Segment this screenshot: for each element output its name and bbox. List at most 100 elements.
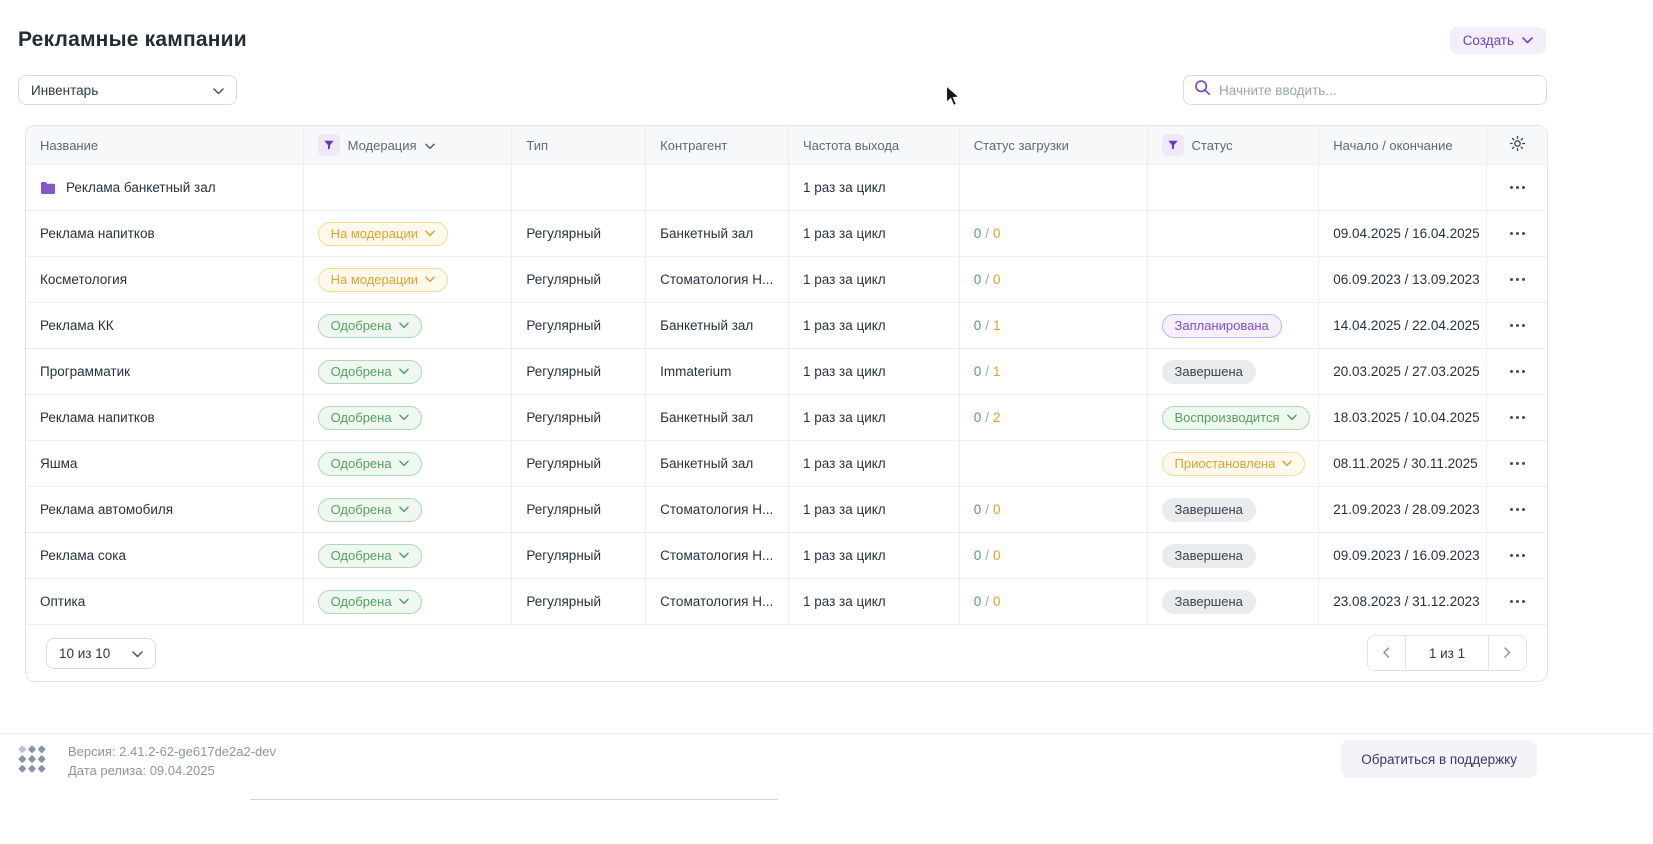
load-status-cell: 0/0	[960, 487, 1148, 532]
load-total: 0	[993, 502, 1001, 517]
status-badge[interactable]: Воспроизводится	[1161, 405, 1310, 430]
status-badge: Запланирована	[1161, 313, 1282, 338]
type-cell: Регулярный	[512, 395, 647, 440]
campaign-name-cell: Реклама банкетный зал	[26, 165, 304, 210]
table-row[interactable]: Реклама сока Одобрена Регулярный Стоматолог…	[26, 532, 1547, 578]
status-cell: Завершена	[1148, 487, 1320, 532]
row-actions-kebab-icon[interactable]	[1506, 410, 1529, 425]
campaign-name: Программатик	[40, 364, 131, 379]
table-row[interactable]: Яшма Одобрена Регулярный Банкетный зал 1 раз…	[26, 440, 1547, 486]
load-status-cell	[960, 441, 1148, 486]
column-header-frequency[interactable]: Частота выхода	[789, 126, 960, 164]
support-button[interactable]: Обратиться в поддержку	[1341, 740, 1537, 778]
chevron-down-icon	[398, 460, 409, 467]
column-header-type[interactable]: Тип	[512, 126, 647, 164]
column-header-status[interactable]: Статус	[1148, 126, 1320, 164]
table-row[interactable]: Оптика Одобрена Регулярный Стоматология Н..…	[26, 578, 1547, 624]
sort-chevron-icon[interactable]	[424, 138, 435, 153]
table-row[interactable]: Реклама автомобиля Одобрена Регулярный Стом…	[26, 486, 1547, 532]
load-done: 0	[973, 594, 982, 609]
table-row[interactable]: Косметология На модерации Регулярный Стомат…	[26, 256, 1547, 302]
load-done: 0	[973, 226, 982, 241]
actions-cell	[1487, 395, 1547, 440]
row-actions-kebab-icon[interactable]	[1506, 226, 1529, 241]
chevron-down-icon	[425, 276, 435, 283]
moderation-badge[interactable]: Одобрена	[317, 451, 422, 476]
status-cell: Воспроизводится	[1148, 395, 1320, 440]
column-header-counterparty[interactable]: Контрагент	[646, 126, 789, 164]
moderation-badge[interactable]: На модерации	[317, 267, 448, 292]
moderation-badge[interactable]: Одобрена	[317, 313, 422, 338]
row-actions-kebab-icon[interactable]	[1506, 502, 1529, 517]
pagination-bar: 10 из 10 1 из 1	[26, 624, 1547, 681]
row-actions-kebab-icon[interactable]	[1506, 180, 1529, 195]
counterparty-cell: Банкетный зал	[646, 395, 789, 440]
frequency-cell: 1 раз за цикл	[789, 257, 960, 302]
load-total: 0	[993, 226, 1001, 241]
moderation-badge[interactable]: Одобрена	[317, 589, 422, 614]
table-row[interactable]: Реклама КК Одобрена Регулярный Банкетный за…	[26, 302, 1547, 348]
inventory-filter-select[interactable]: Инвентарь	[18, 75, 237, 105]
campaign-name: Яшма	[40, 456, 78, 471]
actions-cell	[1487, 349, 1547, 394]
table-row[interactable]: Реклама напитков На модерации Регулярный Ба…	[26, 210, 1547, 256]
search-box[interactable]	[1183, 75, 1547, 105]
column-header-load-status[interactable]: Статус загрузки	[960, 126, 1148, 164]
filter-icon[interactable]	[317, 134, 340, 156]
dates-cell: 18.03.2025 / 10.04.2025	[1319, 395, 1488, 440]
row-actions-kebab-icon[interactable]	[1506, 318, 1529, 333]
dates-cell: 21.09.2023 / 28.09.2023	[1319, 487, 1488, 532]
moderation-badge[interactable]: Одобрена	[317, 405, 422, 430]
table-row[interactable]: Реклама напитков Одобрена Регулярный Банкет…	[26, 394, 1547, 440]
load-total: 0	[993, 272, 1001, 287]
dates-cell: 09.09.2023 / 16.09.2023	[1319, 533, 1488, 578]
moderation-badge[interactable]: Одобрена	[317, 497, 422, 522]
gear-icon[interactable]	[1508, 134, 1527, 156]
moderation-badge[interactable]: Одобрена	[317, 543, 422, 568]
column-settings[interactable]	[1487, 126, 1547, 164]
type-cell: Регулярный	[512, 211, 647, 256]
chevron-down-icon	[132, 646, 143, 661]
table-row[interactable]: Реклама банкетный зал 1 раз за цикл	[26, 164, 1547, 210]
page-size-select[interactable]: 10 из 10	[46, 637, 156, 669]
column-header-name[interactable]: Название	[26, 126, 304, 164]
actions-cell	[1487, 165, 1547, 210]
frequency-cell: 1 раз за цикл	[789, 211, 960, 256]
load-status-cell: 0/0	[960, 211, 1148, 256]
column-header-moderation[interactable]: Модерация	[304, 126, 513, 164]
dates-cell: 20.03.2025 / 27.03.2025	[1319, 349, 1488, 394]
type-cell: Регулярный	[512, 257, 647, 302]
campaigns-table: Название Модерация Тип Контрагент Частот…	[25, 125, 1548, 682]
chevron-down-icon	[398, 506, 409, 513]
search-input[interactable]	[1219, 82, 1536, 98]
column-header-dates[interactable]: Начало / окончание	[1319, 126, 1488, 164]
load-status-cell: 0/0	[960, 579, 1148, 624]
campaign-name: Косметология	[40, 272, 128, 287]
prev-page-button[interactable]	[1368, 636, 1405, 670]
moderation-badge[interactable]: На модерации	[317, 221, 448, 246]
load-total: 0	[993, 594, 1001, 609]
table-row[interactable]: Программатик Одобрена Регулярный Immaterium…	[26, 348, 1547, 394]
dates-cell	[1319, 165, 1488, 210]
dates-cell: 06.09.2023 / 13.09.2023	[1319, 257, 1488, 302]
actions-cell	[1487, 579, 1547, 624]
inventory-filter-label: Инвентарь	[31, 82, 99, 98]
next-page-button[interactable]	[1489, 636, 1526, 670]
moderation-cell: Одобрена	[304, 579, 513, 624]
row-actions-kebab-icon[interactable]	[1506, 272, 1529, 287]
row-actions-kebab-icon[interactable]	[1506, 364, 1529, 379]
create-button[interactable]: Создать	[1449, 27, 1546, 54]
folder-icon	[40, 181, 56, 194]
row-actions-kebab-icon[interactable]	[1506, 594, 1529, 609]
chevron-down-icon	[425, 230, 435, 237]
moderation-badge[interactable]: Одобрена	[317, 359, 422, 384]
campaign-name-cell: Реклама напитков	[26, 211, 304, 256]
filter-icon[interactable]	[1161, 134, 1184, 156]
status-badge[interactable]: Приостановлена	[1161, 451, 1306, 476]
row-actions-kebab-icon[interactable]	[1506, 456, 1529, 471]
campaign-name-cell: Оптика	[26, 579, 304, 624]
frequency-cell: 1 раз за цикл	[789, 487, 960, 532]
row-actions-kebab-icon[interactable]	[1506, 548, 1529, 563]
moderation-cell: Одобрена	[304, 395, 513, 440]
moderation-cell: Одобрена	[304, 487, 513, 532]
